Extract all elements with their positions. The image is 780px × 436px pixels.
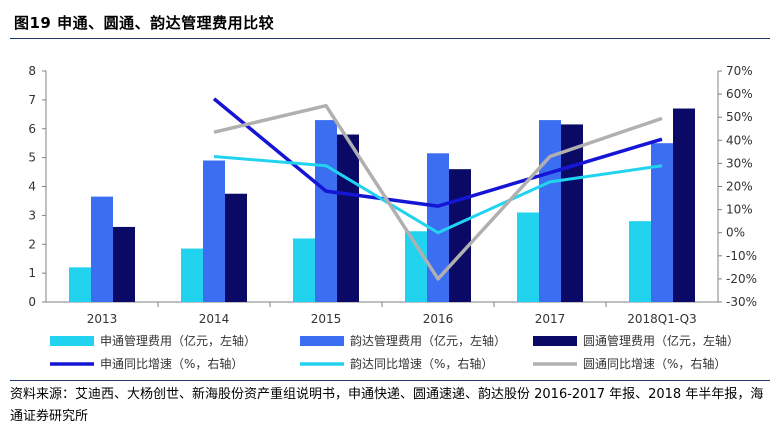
right-tick-label: 70% xyxy=(726,64,753,78)
yto-bar xyxy=(337,134,359,302)
right-tick-label: 60% xyxy=(726,87,753,101)
right-tick-label: 20% xyxy=(726,180,753,194)
legend-swatch-bar xyxy=(300,336,344,346)
chart-title: 图19 申通、圆通、韵达管理费用比较 xyxy=(14,14,275,32)
yunda-bar xyxy=(203,160,225,302)
left-tick-label: 4 xyxy=(28,180,36,194)
sto-growth-line xyxy=(212,97,663,208)
left-tick-label: 1 xyxy=(28,266,36,280)
legend-label: 韵达管理费用（亿元，左轴） xyxy=(350,333,506,348)
left-tick-label: 6 xyxy=(28,122,36,136)
right-tick-label: 40% xyxy=(726,133,753,147)
sto-bar xyxy=(629,221,651,302)
source-note: 资料来源：艾迪西、大杨创世、新海股份资产重组说明书，申通快递、圆通速递、韵达股份… xyxy=(10,380,770,432)
x-tick-label: 2017 xyxy=(535,312,566,326)
sto-bar xyxy=(69,267,91,302)
legend-label: 申通同比增速（%，右轴） xyxy=(100,356,243,371)
legend-swatch-bar xyxy=(533,336,577,346)
left-tick-label: 2 xyxy=(28,237,36,251)
sto-bar xyxy=(181,248,203,302)
x-tick-label: 2018Q1-Q3 xyxy=(627,312,696,326)
yunda-bar xyxy=(427,153,449,302)
x-tick-label: 2014 xyxy=(199,312,230,326)
legend-label: 韵达同比增速（%，右轴） xyxy=(350,356,493,371)
yto-bar xyxy=(113,226,135,302)
yto-growth-line xyxy=(213,103,663,281)
yto-bar xyxy=(225,193,247,302)
yunda-bar xyxy=(651,143,673,302)
left-tick-label: 8 xyxy=(28,64,36,78)
right-tick-label: 50% xyxy=(726,110,753,124)
legend-swatch-bar xyxy=(50,336,94,346)
left-tick-label: 7 xyxy=(28,93,36,107)
legend-label: 申通管理费用（亿元，左轴） xyxy=(100,333,256,348)
x-tick-label: 2015 xyxy=(311,312,342,326)
yunda-bar xyxy=(539,120,561,303)
right-tick-label: 0% xyxy=(726,226,745,240)
left-tick-label: 0 xyxy=(28,295,36,309)
yunda-bar xyxy=(315,120,337,303)
sto-bar xyxy=(405,231,427,302)
legend-label: 圆通同比增速（%，右轴） xyxy=(583,356,726,371)
sto-bar xyxy=(517,212,539,302)
combo-chart: 0 1 2 3 4 5 6 7 8 -30% -20% -10% 0% 10% 20% 30% 40% 50% 60… xyxy=(28,64,757,371)
x-tick-label: 2016 xyxy=(423,312,454,326)
left-tick-label: 3 xyxy=(28,208,36,222)
right-tick-label: -20% xyxy=(726,272,757,286)
right-tick-label: -30% xyxy=(726,295,757,309)
yto-bar xyxy=(449,169,471,302)
left-tick-label: 5 xyxy=(28,151,36,165)
right-tick-label: 30% xyxy=(726,156,753,170)
yto-bar xyxy=(673,108,695,302)
x-tick-label: 2013 xyxy=(87,312,118,326)
right-tick-label: -10% xyxy=(726,249,757,263)
legend-label: 圆通管理费用（亿元，左轴） xyxy=(583,333,739,348)
yunda-growth-line xyxy=(213,154,663,235)
sto-bar xyxy=(293,238,315,302)
figure-header: 图19 申通、圆通、韵达管理费用比较 xyxy=(10,8,770,39)
right-tick-label: 10% xyxy=(726,203,753,217)
yunda-bar xyxy=(91,196,113,302)
